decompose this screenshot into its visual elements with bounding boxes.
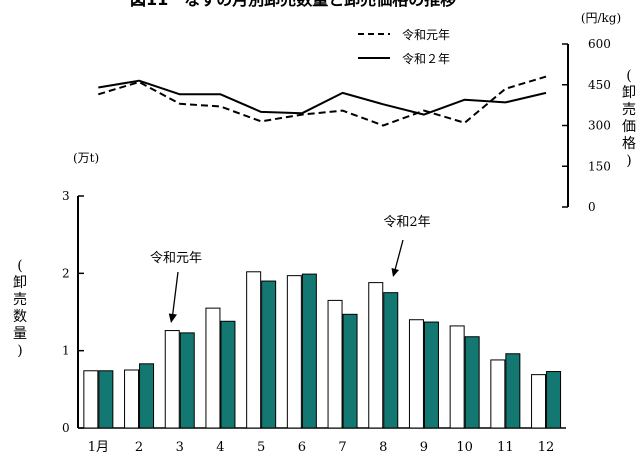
x-tick-label: 1月 — [88, 440, 109, 455]
price-axis-label: (卸売価格) — [622, 68, 636, 169]
line-legend: 令和元年 令和２年 — [358, 27, 450, 66]
x-tick-label: 10 — [456, 440, 473, 455]
annotation-reiwa-gannen-text: 令和元年 — [150, 251, 202, 266]
price-axis-unit: (円/kg) — [581, 11, 621, 25]
annotation-reiwa-2: 令和2年 — [383, 215, 431, 277]
bar-reiwa-2-7 — [342, 313, 358, 429]
bar-reiwa-2-9 — [423, 321, 439, 429]
price-tick-label: 300 — [588, 119, 611, 133]
x-tick-label: 8 — [379, 440, 387, 455]
bar-reiwa-2-4 — [220, 320, 236, 429]
volume-bars — [83, 271, 562, 429]
price-axis-ticks: 0 150 300 450 600 — [562, 37, 611, 214]
bar-reiwa-gannen-3 — [164, 330, 180, 429]
bar-reiwa-gannen-1 — [83, 370, 99, 429]
x-tick-label: 5 — [257, 440, 265, 455]
bar-reiwa-2-3 — [179, 332, 195, 429]
bar-reiwa-gannen-12 — [531, 374, 547, 429]
x-axis-tick-labels: 1月 2 3 4 5 6 7 8 9 10 11 12 — [88, 440, 555, 455]
chart-title: 図11 なすの月別卸売数量と卸売価格の推移 — [130, 0, 456, 9]
bar-reiwa-gannen-2 — [124, 369, 140, 429]
bar-reiwa-2-6 — [301, 273, 317, 429]
bar-reiwa-2-11 — [505, 353, 521, 429]
x-tick-label: 4 — [216, 440, 224, 455]
bar-reiwa-gannen-7 — [327, 299, 343, 429]
volume-tick-label: 2 — [62, 266, 70, 280]
annotation-reiwa-2-arrowhead — [391, 268, 399, 277]
volume-axis-ticks: 0 1 2 3 — [62, 189, 84, 435]
x-tick-label: 3 — [176, 440, 184, 455]
bar-reiwa-gannen-8 — [368, 282, 384, 429]
annotation-reiwa-gannen-arrowhead — [168, 313, 177, 323]
price-lines — [98, 75, 547, 127]
price-line-reiwa-gannen — [98, 75, 547, 127]
x-tick-label: 9 — [420, 440, 428, 455]
x-tick-label: 6 — [298, 440, 306, 455]
bar-reiwa-2-10 — [464, 336, 480, 429]
bar-reiwa-gannen-4 — [205, 307, 221, 429]
price-line-reiwa-2 — [98, 79, 547, 116]
volume-tick-label: 1 — [62, 344, 70, 358]
bar-reiwa-2-8 — [383, 292, 399, 429]
bar-reiwa-gannen-9 — [408, 319, 424, 429]
annotation-reiwa-gannen: 令和元年 — [150, 251, 202, 323]
bar-reiwa-gannen-5 — [246, 271, 262, 429]
price-tick-label: 0 — [588, 200, 596, 214]
x-tick-label: 11 — [497, 440, 514, 455]
volume-tick-label: 0 — [62, 421, 70, 435]
price-tick-label: 450 — [588, 78, 611, 92]
bar-reiwa-gannen-11 — [490, 359, 506, 429]
price-axis: (円/kg) 0 150 300 450 600 (卸売価格) — [562, 11, 636, 214]
bar-reiwa-2-2 — [139, 363, 155, 429]
bar-reiwa-2-12 — [546, 371, 562, 429]
bar-reiwa-gannen-6 — [286, 275, 302, 429]
price-tick-label: 150 — [588, 159, 611, 173]
annotation-reiwa-gannen-arrow — [171, 271, 179, 317]
bar-reiwa-gannen-10 — [449, 325, 465, 429]
annotation-reiwa-2-text: 令和2年 — [383, 215, 430, 230]
x-tick-label: 12 — [538, 440, 555, 455]
bar-reiwa-2-5 — [261, 280, 277, 429]
x-tick-label: 2 — [135, 440, 143, 455]
x-tick-label: 7 — [338, 440, 346, 455]
volume-axis-label: (卸売数量) — [13, 258, 27, 359]
volume-axis-unit: (万t) — [73, 151, 99, 165]
volume-tick-label: 3 — [62, 189, 70, 203]
volume-axis: (万t) 0 1 2 3 (卸売数量) — [13, 151, 566, 435]
legend-label-reiwa-2: 令和２年 — [402, 51, 450, 66]
legend-label-reiwa-gannen: 令和元年 — [402, 27, 450, 42]
bar-reiwa-2-1 — [98, 370, 114, 429]
annotation-reiwa-2-arrow — [394, 239, 404, 271]
price-tick-label: 600 — [588, 37, 611, 51]
